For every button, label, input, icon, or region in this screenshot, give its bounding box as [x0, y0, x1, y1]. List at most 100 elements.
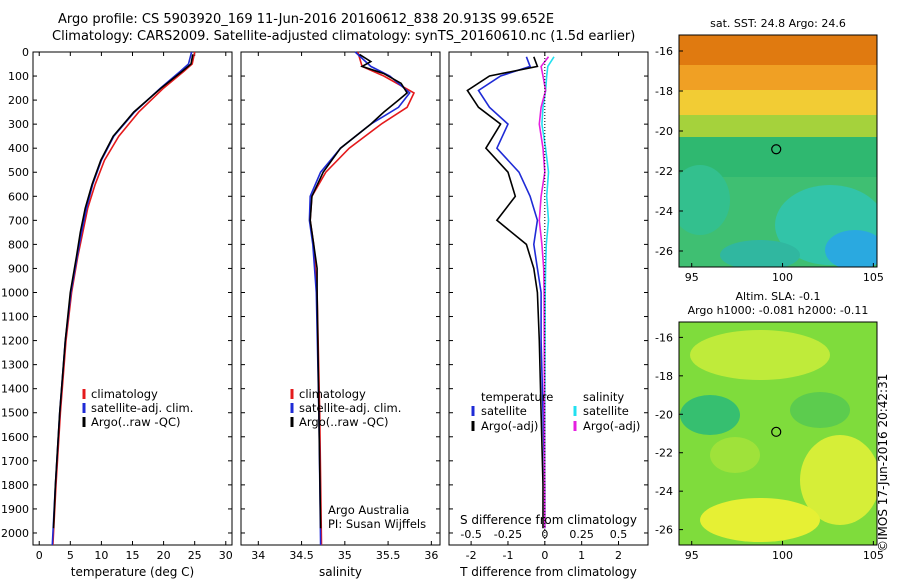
sst-map — [679, 35, 877, 267]
depth-tick-label: 500 — [8, 166, 29, 179]
argo-position-marker — [771, 426, 782, 437]
depth-tick-label: 0 — [22, 46, 29, 59]
depth-tick-label: 600 — [8, 190, 29, 203]
sst_map-ytick-label: -24 — [655, 205, 673, 218]
sla_map-ytick-label: -22 — [655, 447, 673, 460]
legend-title-salinity: salinity — [583, 390, 624, 404]
legend-entry: satellite — [583, 404, 629, 418]
sst_map-title: sat. SST: 24.8 Argo: 24.6 — [710, 17, 846, 30]
temperature-xtick-label: 20 — [157, 549, 171, 562]
sla-map — [679, 322, 877, 545]
depth-tick-label: 1000 — [1, 286, 29, 299]
sla_map-xtick-label: 100 — [772, 549, 793, 562]
depth-tick-label: 1100 — [1, 311, 29, 324]
title-line-2: Climatology: CARS2009. Satellite-adjuste… — [52, 29, 636, 44]
argo-position-marker — [771, 144, 782, 155]
sst_map-ytick-label: -18 — [655, 85, 673, 98]
top-axis-tick-label: -0.5 — [460, 528, 481, 541]
series-line — [52, 51, 196, 546]
legend-title-temperature: temperature — [481, 390, 553, 404]
legend-entry: climatology — [299, 387, 366, 401]
salinity-xtick-label: 36 — [424, 549, 438, 562]
temperature-xtick-label: 15 — [126, 549, 140, 562]
sst_map-ytick-label: -20 — [655, 125, 673, 138]
depth-tick-label: 1300 — [1, 359, 29, 372]
series-line — [309, 51, 416, 546]
sla_map-title: Altim. SLA: -0.1 — [735, 290, 820, 303]
temperature-xtick-label: 10 — [94, 549, 108, 562]
timestamp-stamp: ©IMOS 17-Jun-2016 20:42:31 — [876, 373, 890, 552]
difference-frame — [448, 51, 649, 546]
top-axis-label: S difference from climatology — [460, 513, 637, 527]
sst_map-xtick-label: 95 — [685, 271, 699, 284]
salinity-xtick-label: 35.5 — [376, 549, 401, 562]
salinity-xtick-label: 34.5 — [289, 549, 314, 562]
annotation-line: PI: Susan Wijffels — [328, 517, 426, 531]
legend-entry: Argo(..raw -QC) — [91, 415, 181, 429]
legend-entry: Argo(..raw -QC) — [299, 415, 389, 429]
temperature-frame — [32, 51, 233, 546]
sla_map-xtick-label: 105 — [863, 549, 884, 562]
depth-tick-label: 400 — [8, 142, 29, 155]
depth-tick-label: 1700 — [1, 455, 29, 468]
legend-entry: climatology — [91, 387, 158, 401]
top-axis-tick-label: 0.25 — [569, 528, 594, 541]
series-line — [309, 53, 409, 529]
legend-entry: Argo(-adj) — [481, 419, 538, 433]
legend-entry: satellite-adj. clim. — [91, 401, 193, 415]
depth-tick-label: 2000 — [1, 527, 29, 540]
salinity-xlabel: salinity — [319, 565, 362, 579]
series-line — [308, 51, 411, 546]
depth-tick-label: 1900 — [1, 503, 29, 516]
sst_map-ytick-label: -16 — [655, 45, 673, 58]
series-line — [477, 56, 546, 529]
sla_map-ytick-label: -20 — [655, 408, 673, 421]
temperature-xtick-label: 5 — [67, 549, 74, 562]
depth-tick-label: 1200 — [1, 335, 29, 348]
depth-tick-label: 200 — [8, 94, 29, 107]
depth-tick-label: 300 — [8, 118, 29, 131]
temperature-xlabel: temperature (deg C) — [71, 565, 194, 579]
top-axis-tick-label: 0.5 — [610, 528, 628, 541]
top-axis-tick-label: -0.25 — [494, 528, 522, 541]
sst-map-frame — [678, 34, 878, 268]
salinity-xtick-label: 34 — [251, 549, 265, 562]
legend-entry: satellite-adj. clim. — [299, 401, 401, 415]
legend-entry: satellite — [481, 404, 527, 418]
sla_map-xtick-label: 95 — [685, 549, 699, 562]
salinity-frame — [240, 51, 441, 546]
temperature-xtick-label: 25 — [188, 549, 202, 562]
top-axis-tick-label: 0 — [541, 528, 548, 541]
sla-map-frame — [678, 321, 878, 546]
legend-entry: Argo(-adj) — [583, 419, 640, 433]
temperature-xtick-label: 30 — [219, 549, 233, 562]
sla_map-ytick-label: -26 — [655, 524, 673, 537]
difference-xtick-label: 2 — [615, 549, 622, 562]
depth-tick-label: 1600 — [1, 431, 29, 444]
sla_map-ytick-label: -16 — [655, 331, 673, 344]
sst_map-ytick-label: -26 — [655, 245, 673, 258]
difference-xtick-label: 0 — [541, 549, 548, 562]
salinity-xtick-label: 35 — [338, 549, 352, 562]
difference-xtick-label: -1 — [502, 549, 513, 562]
sla_map-title: Argo h1000: -0.081 h2000: -0.11 — [688, 304, 869, 317]
sst_map-xtick-label: 100 — [772, 271, 793, 284]
annotation-line: Argo Australia — [328, 503, 409, 517]
depth-tick-label: 800 — [8, 238, 29, 251]
sla_map-ytick-label: -24 — [655, 485, 673, 498]
depth-tick-label: 900 — [8, 262, 29, 275]
sst_map-xtick-label: 105 — [863, 271, 884, 284]
sla_map-ytick-label: -18 — [655, 370, 673, 383]
depth-tick-label: 100 — [8, 70, 29, 83]
series-line — [541, 56, 555, 529]
depth-tick-label: 1500 — [1, 407, 29, 420]
depth-tick-label: 1400 — [1, 383, 29, 396]
series-line — [52, 54, 194, 529]
difference-xtick-label: -2 — [466, 549, 477, 562]
series-line — [466, 56, 544, 529]
temperature-xtick-label: 0 — [36, 549, 43, 562]
title-line-1: Argo profile: CS 5903920_169 11-Jun-2016… — [58, 12, 555, 27]
depth-tick-label: 700 — [8, 214, 29, 227]
difference-xlabel: T difference from climatology — [459, 565, 637, 579]
